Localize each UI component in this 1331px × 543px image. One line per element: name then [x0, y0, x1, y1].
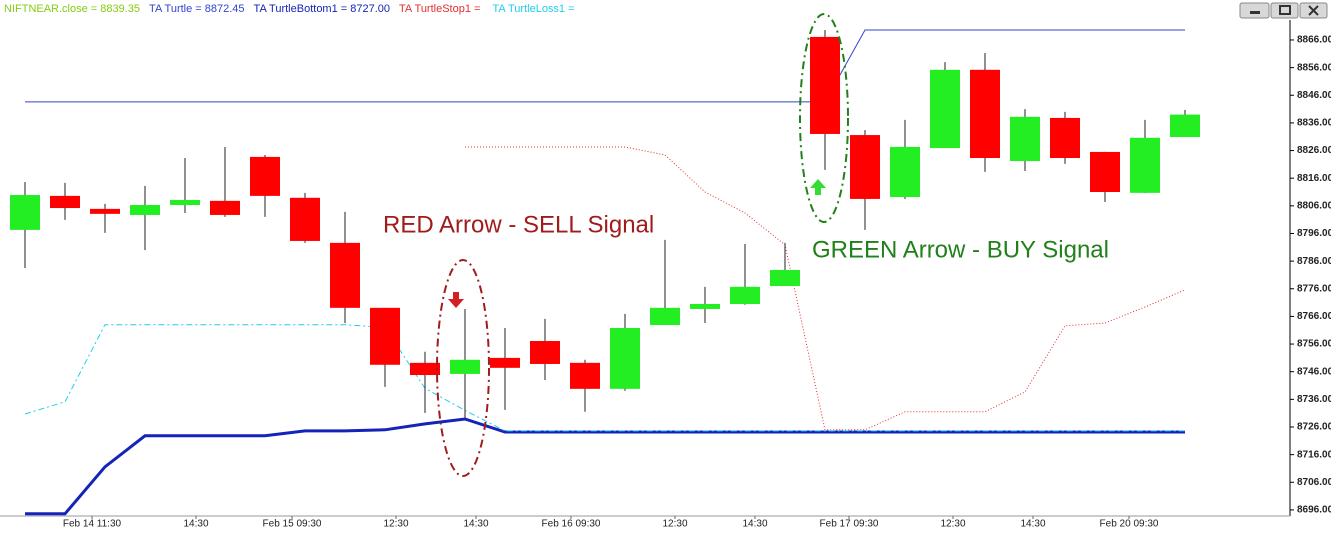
y-tick-label: 8746.00	[1297, 366, 1331, 377]
legend: NIFTNEAR.close = 8839.35 TA Turtle = 8872…	[4, 3, 578, 15]
sell-ellipse	[436, 259, 490, 477]
candle-body	[210, 200, 240, 215]
candle-body	[850, 135, 880, 199]
y-tick-label: 8796.00	[1297, 228, 1331, 239]
close-icon	[1308, 5, 1319, 16]
x-tick-label: Feb 15 09:30	[263, 519, 322, 530]
y-tick-label: 8856.00	[1297, 62, 1331, 73]
candle-body	[370, 307, 400, 365]
legend-entry: TA TurtleBottom1 = 8727.00	[254, 3, 390, 15]
y-tick-label: 8866.00	[1297, 35, 1331, 46]
y-tick-label: 8726.00	[1297, 422, 1331, 433]
y-tick-label: 8696.00	[1297, 505, 1331, 516]
indicator-line	[465, 146, 1186, 431]
x-tick-label: 14:30	[463, 519, 488, 530]
candle-body	[970, 69, 1000, 159]
maximize-icon	[1279, 5, 1291, 15]
x-tick-label: Feb 14 11:30	[63, 519, 122, 530]
x-tick-label: 14:30	[183, 519, 208, 530]
candle-body	[730, 286, 760, 304]
candle-body	[170, 200, 200, 206]
minimize-button[interactable]	[1239, 2, 1270, 19]
candle-body	[330, 242, 360, 308]
indicator-line	[24, 324, 1185, 432]
indicator-line	[25, 29, 1185, 103]
y-tick-label: 8786.00	[1297, 256, 1331, 267]
candle-body	[650, 307, 680, 325]
buy-ellipse	[799, 13, 849, 223]
y-tick-label: 8766.00	[1297, 311, 1331, 322]
x-tick-label: 14:30	[742, 519, 767, 530]
legend-entry: TA TurtleLoss1 =	[493, 3, 578, 15]
x-tick-label: 12:30	[940, 519, 965, 530]
candle-body	[930, 69, 960, 149]
candle-body	[130, 205, 160, 215]
x-tick-label: Feb 16 09:30	[542, 519, 601, 530]
candle-body	[610, 328, 640, 389]
candle-body	[770, 269, 800, 287]
x-tick-label: 12:30	[662, 519, 687, 530]
candle-body	[890, 146, 920, 197]
legend-entry: NIFTNEAR.close = 8839.35	[4, 3, 140, 15]
y-tick-label: 8826.00	[1297, 145, 1331, 156]
x-tick-label: Feb 20 09:30	[1100, 519, 1159, 530]
x-tick-label: Feb 17 09:30	[820, 519, 879, 530]
y-tick-label: 8716.00	[1297, 449, 1331, 460]
candle-body	[50, 195, 80, 209]
y-tick-label: 8846.00	[1297, 90, 1331, 101]
y-tick-label: 8776.00	[1297, 283, 1331, 294]
candle-body	[570, 362, 600, 389]
y-tick-label: 8806.00	[1297, 200, 1331, 211]
indicator-line	[25, 417, 1185, 516]
candle-body	[410, 362, 440, 376]
window-controls	[1239, 2, 1328, 19]
buy-arrow	[810, 179, 826, 195]
y-tick-label: 8706.00	[1297, 477, 1331, 488]
candle-body	[1130, 137, 1160, 193]
y-tick-label: 8836.00	[1297, 118, 1331, 129]
y-tick-label: 8736.00	[1297, 394, 1331, 405]
plot-area: 8696.00 8706.00 8716.00 8726.00 8736.00 8746.…	[10, 29, 1331, 530]
candle-body	[1010, 116, 1040, 162]
legend-entry: TA TurtleStop1 =	[399, 3, 483, 15]
candle-body	[10, 195, 40, 230]
minimize-icon	[1250, 11, 1260, 14]
candle-body	[690, 303, 720, 309]
candle-body	[490, 357, 520, 368]
y-tick-label: 8816.00	[1297, 173, 1331, 184]
sell-arrow	[448, 292, 464, 308]
maximize-button[interactable]	[1270, 2, 1299, 19]
legend-entry: TA Turtle = 8872.45	[149, 3, 245, 15]
y-tick-label: 8756.00	[1297, 339, 1331, 350]
candle-body	[1050, 117, 1080, 159]
annotation: GREEN Arrow - BUY Signal	[812, 236, 1109, 263]
candle-body	[810, 36, 840, 134]
candle-body	[250, 156, 280, 196]
x-tick-label: 14:30	[1020, 519, 1045, 530]
annotation: RED Arrow - SELL Signal	[383, 211, 654, 238]
candle-body	[290, 197, 320, 241]
candle-body	[1090, 151, 1120, 193]
candle-body	[530, 341, 560, 364]
x-tick-label: 12:30	[383, 519, 408, 530]
candle-body	[450, 359, 480, 374]
candle-body	[90, 208, 120, 214]
candle-body	[1170, 114, 1200, 137]
